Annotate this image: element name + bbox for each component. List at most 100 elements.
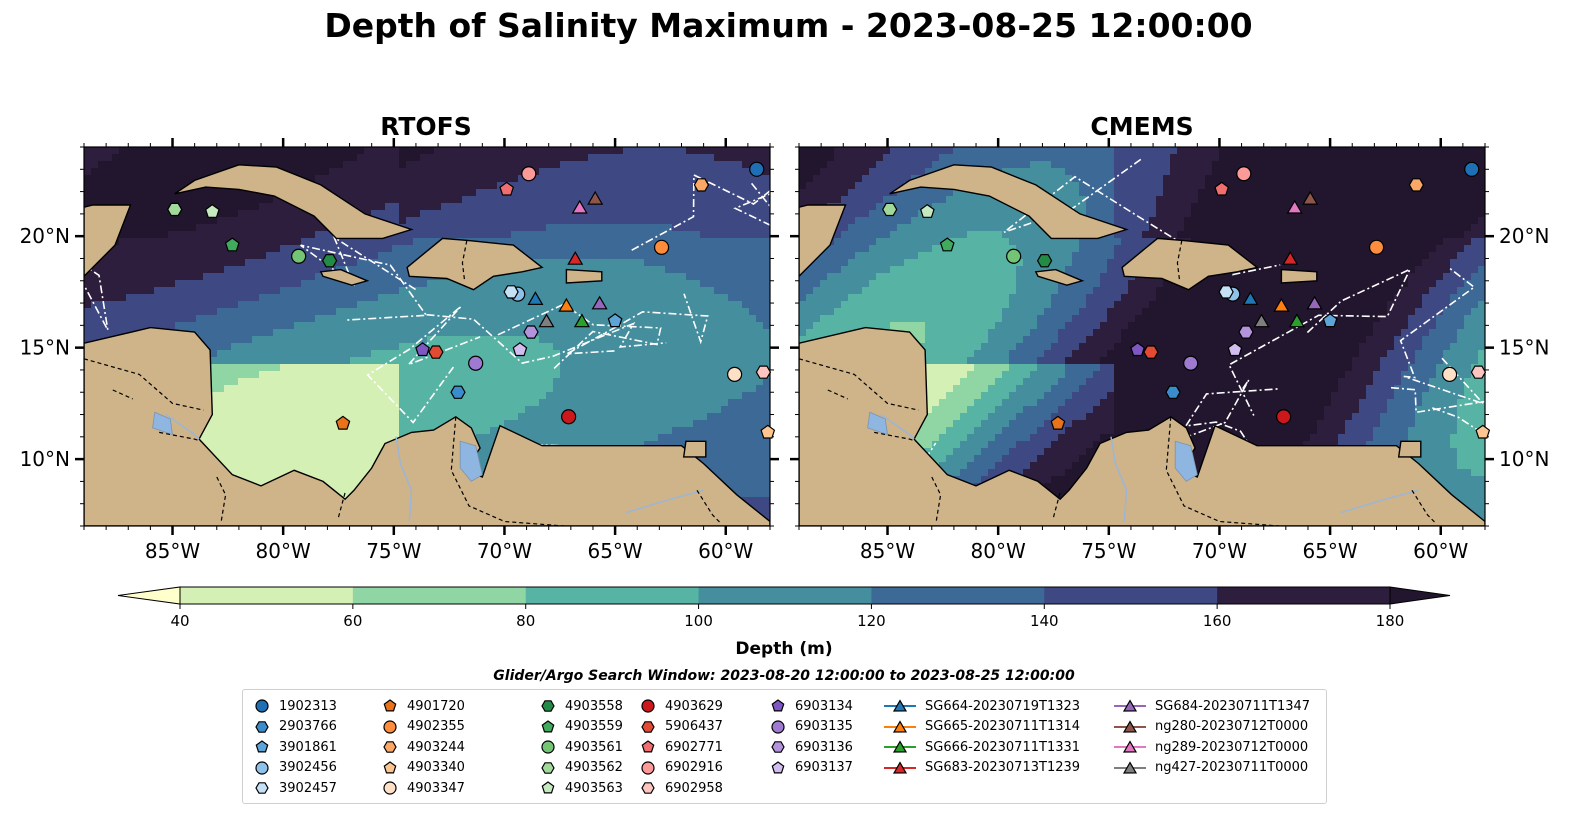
map-marker-4903562[interactable] [882,202,898,217]
legend-entry: 4901720 [381,696,465,717]
legend: 1902313 2903766 3901861 3902456 3902457 49017… [242,689,1327,804]
legend-entry-label: 6903137 [795,760,853,776]
map-marker-4903629[interactable] [1276,409,1292,425]
map-marker-4903561[interactable] [1006,248,1022,264]
map-marker-4903563[interactable] [919,203,935,218]
map-marker-4903559[interactable] [224,237,240,252]
map-marker-5906437[interactable] [1143,345,1159,359]
map-marker-4903561[interactable] [291,248,307,264]
map-marker-4903629[interactable] [561,409,577,425]
map-marker-4903244[interactable] [1408,178,1425,192]
legend-entry-label: 4903244 [407,739,465,755]
legend-entry-label: 4903561 [565,739,623,755]
map-marker-SG666-20230711T1331[interactable] [1288,313,1305,328]
legend-entry-label: ng427-20230711T0000 [1155,760,1309,776]
map-marker-3902457[interactable] [1218,285,1234,299]
pentagon-marker-icon [641,740,655,753]
legend-entry-label: SG666-20230711T1331 [925,739,1081,755]
map-marker-6903134[interactable] [415,342,430,357]
map-marker-ng289-20230712T0000[interactable] [1286,199,1303,214]
legend-entry-label: ng280-20230712T0000 [1155,719,1309,735]
map-marker-4902355[interactable] [653,239,670,255]
legend-entry: 3902456 [253,758,337,779]
map-marker-4903244[interactable] [693,178,710,192]
map-marker-SG684-20230711T1347[interactable] [1306,295,1323,310]
map-marker-6902916[interactable] [521,166,537,182]
lat-tick-label: 15°N [1499,336,1549,360]
lon-tick-label: 65°W [1302,539,1357,563]
hexagon-marker-icon [641,782,655,795]
map-marker-2903766[interactable] [450,385,466,399]
colorbar-tick-label: 80 [516,612,535,630]
map-marker-6903135[interactable] [1183,355,1199,371]
map-marker-4902355[interactable] [1368,239,1385,255]
map-marker-6903134[interactable] [1130,342,1145,357]
triangle-marker-icon [1114,761,1146,774]
map-marker-ng427-20230711T0000[interactable] [1253,313,1270,328]
map-marker-4903558[interactable] [321,254,338,268]
legend-entry: 6902771 [639,737,723,758]
map-marker-6903136[interactable] [523,325,539,339]
map-marker-1902313[interactable] [1464,161,1480,177]
map-marker-2903766[interactable] [1165,385,1181,399]
map-marker-ng427-20230711T0000[interactable] [538,313,555,328]
map-marker-4903562[interactable] [167,202,183,217]
colorbar-tick-label: 60 [343,612,362,630]
lon-tick-label: 75°W [1081,539,1136,563]
legend-entry-label: 3902456 [279,760,337,776]
legend-entry-label: 4902355 [407,719,465,735]
map-marker-4903559[interactable] [939,237,955,252]
map-marker-6902771[interactable] [499,181,515,196]
colorbar-tick-label: 120 [857,612,886,630]
map-marker-3901861[interactable] [607,313,623,328]
map-marker-6902771[interactable] [1214,181,1230,196]
hexagon-marker-icon [541,700,555,713]
legend-entry-label: 4901720 [407,698,465,714]
map-marker-ng280-20230712T0000[interactable] [1302,190,1319,205]
map-marker-1902313[interactable] [749,161,765,177]
map-marker-4903340[interactable] [760,424,776,439]
pentagon-marker-icon [771,699,785,712]
map-marker-4903340[interactable] [1475,424,1491,439]
map-marker-SG684-20230711T1347[interactable] [591,295,608,310]
map-marker-6903135[interactable] [468,355,484,371]
map-marker-ng289-20230712T0000[interactable] [571,199,588,214]
map-marker-ng280-20230712T0000[interactable] [587,190,604,205]
map-marker-SG665-20230711T1314[interactable] [1273,297,1290,312]
map-marker-4903347[interactable] [1441,366,1458,382]
map-marker-SG664-20230719T1323[interactable] [1242,291,1259,305]
map-marker-5906437[interactable] [428,345,444,359]
lon-tick-label: 70°W [477,539,532,563]
map-marker-SG683-20230713T1239[interactable] [567,251,584,265]
map-marker-3901861[interactable] [1322,313,1338,328]
legend-entry: 6902958 [639,778,723,799]
map-marker-6903137[interactable] [1227,342,1243,357]
legend-entry-label: SG684-20230711T1347 [1155,698,1311,714]
map-marker-SG665-20230711T1314[interactable] [558,297,575,312]
map-marker-SG664-20230719T1323[interactable] [527,291,544,305]
map-marker-4901720[interactable] [1050,415,1066,430]
colorbar-tick-label: 180 [1376,612,1405,630]
legend-entry: 3901861 [253,737,337,758]
legend-entry-label: 5906437 [665,719,723,735]
map-marker-4903347[interactable] [726,366,743,382]
legend-column: SG664-20230719T1323 SG665-20230711T1314 SG… [883,696,1080,778]
map-marker-6902958[interactable] [755,365,772,379]
lon-tick-label: 60°W [1413,539,1468,563]
map-marker-4901720[interactable] [335,415,351,430]
search-window-note: Glider/Argo Search Window: 2023-08-20 12… [493,668,1075,684]
colorbar-tick-label: 40 [170,612,189,630]
legend-entry: 6902916 [639,758,723,779]
map-marker-4903558[interactable] [1036,254,1053,268]
map-marker-3902457[interactable] [503,285,519,299]
colorbar-tick-label: 140 [1030,612,1059,630]
pentagon-marker-icon [541,781,555,794]
map-marker-6902958[interactable] [1470,365,1487,379]
map-marker-SG683-20230713T1239[interactable] [1282,251,1299,265]
legend-entry-label: 3902457 [279,780,337,796]
map-marker-4903563[interactable] [204,203,220,218]
map-marker-6903137[interactable] [512,342,528,357]
map-marker-6902916[interactable] [1236,166,1252,182]
map-marker-6903136[interactable] [1238,325,1254,339]
map-marker-SG666-20230711T1331[interactable] [573,313,590,328]
